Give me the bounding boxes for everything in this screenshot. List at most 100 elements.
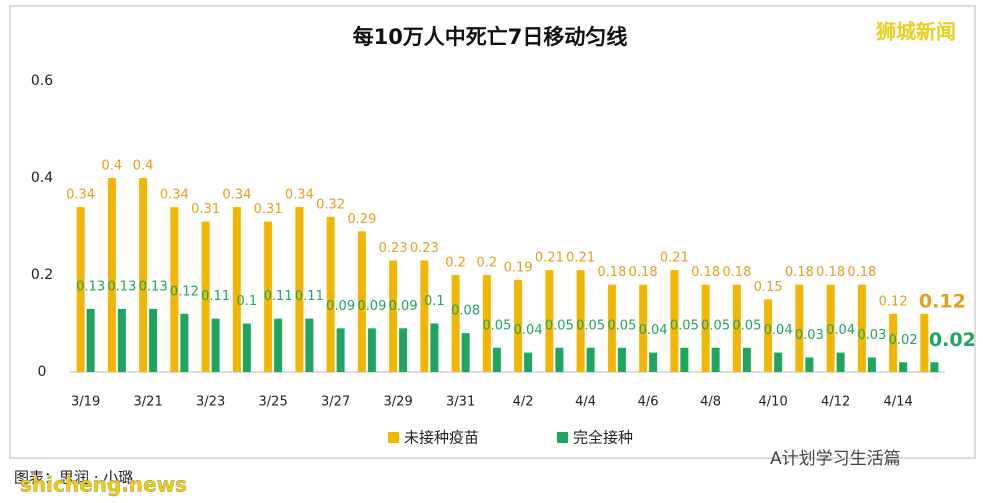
value-label: 0.2 [445,256,466,271]
bar [86,308,95,372]
legend-label: 完全接种 [573,429,633,447]
bar [264,221,273,372]
x-tick-label: 4/12 [821,395,850,410]
bar [399,328,408,372]
value-label: 0.21 [660,251,689,266]
bar [514,279,523,372]
x-tick-label: 4/2 [513,395,534,410]
bar [492,347,501,372]
x-tick-label: 4/10 [759,395,788,410]
value-label: 0.18 [629,265,658,280]
bar [389,260,398,372]
value-label: 0.12 [919,290,966,312]
bar [701,284,710,372]
value-label: 0.31 [191,202,220,217]
x-tick-label: 3/27 [321,395,350,410]
bar [920,313,929,372]
value-label: 0.12 [170,284,199,299]
value-label: 0.34 [222,188,251,203]
value-label: 0.11 [264,289,293,304]
y-tick-label: 0.4 [31,170,53,186]
credit: 图表：思润 · 小璐 [14,469,133,487]
bar [211,318,220,372]
bar [711,347,720,372]
bar [117,308,126,372]
bar [576,270,585,372]
value-label: 0.18 [691,265,720,280]
bar [867,357,876,372]
bar [242,323,251,372]
x-tick-label: 4/6 [638,395,659,410]
value-label: 0.05 [545,318,574,333]
watermark-url: shicheng.news [20,473,187,497]
bar [326,216,335,372]
bar [805,357,814,372]
bar [367,328,376,372]
value-label: 0.29 [347,212,376,227]
bar [420,260,429,372]
bar [274,318,283,372]
bar [607,284,616,372]
value-label: 0.04 [764,323,793,338]
bar [430,323,439,372]
value-label: 0.1 [424,294,445,309]
bar [76,207,85,372]
value-label: 0.09 [326,299,355,314]
value-label: 0.1 [237,294,258,309]
bar [649,352,658,372]
bar [889,313,898,372]
value-label: 0.03 [795,328,824,343]
bar [461,333,470,372]
x-tick-label: 4/8 [700,395,721,410]
value-label: 0.05 [701,318,730,333]
bar [139,178,148,372]
bar [742,347,751,372]
value-label: 0.18 [785,265,814,280]
bar [680,347,689,372]
value-label: 0.11 [295,289,324,304]
bar [670,270,679,372]
value-label: 0.2 [477,256,498,271]
value-label: 0.09 [357,299,386,314]
value-label: 0.13 [139,279,168,294]
x-tick-label: 3/25 [259,395,288,410]
bar [107,178,116,372]
value-label: 0.05 [670,318,699,333]
bar [836,352,845,372]
bar [774,352,783,372]
value-label: 0.13 [107,279,136,294]
bar [336,328,345,372]
value-label: 0.34 [285,188,314,203]
value-label: 0.18 [597,265,626,280]
x-tick-label: 3/31 [446,395,475,410]
bar [639,284,648,372]
x-tick-label: 3/23 [196,395,225,410]
bar [555,347,564,372]
legend-swatch [557,432,568,443]
x-tick-label: 4/14 [884,395,913,410]
bar [451,275,460,372]
value-label: 0.15 [754,280,783,295]
value-label: 0.05 [482,318,511,333]
bar [764,299,773,372]
bar [899,362,908,372]
value-label: 0.34 [66,188,95,203]
value-label: 0.31 [254,202,283,217]
chart-frame [9,5,976,459]
x-tick-label: 3/21 [134,395,163,410]
bar [295,207,304,372]
bar [180,313,189,372]
value-label: 0.11 [201,289,230,304]
value-label: 0.05 [607,318,636,333]
bar [305,318,314,372]
bar [930,362,939,372]
y-tick-label: 0.2 [31,267,53,283]
bar [586,347,595,372]
y-tick-label: 0.6 [31,73,53,89]
bar [826,284,835,372]
value-label: 0.04 [826,323,855,338]
x-tick-label: 4/4 [575,395,596,410]
bar [617,347,626,372]
bar [482,275,491,372]
value-label: 0.23 [410,241,439,256]
